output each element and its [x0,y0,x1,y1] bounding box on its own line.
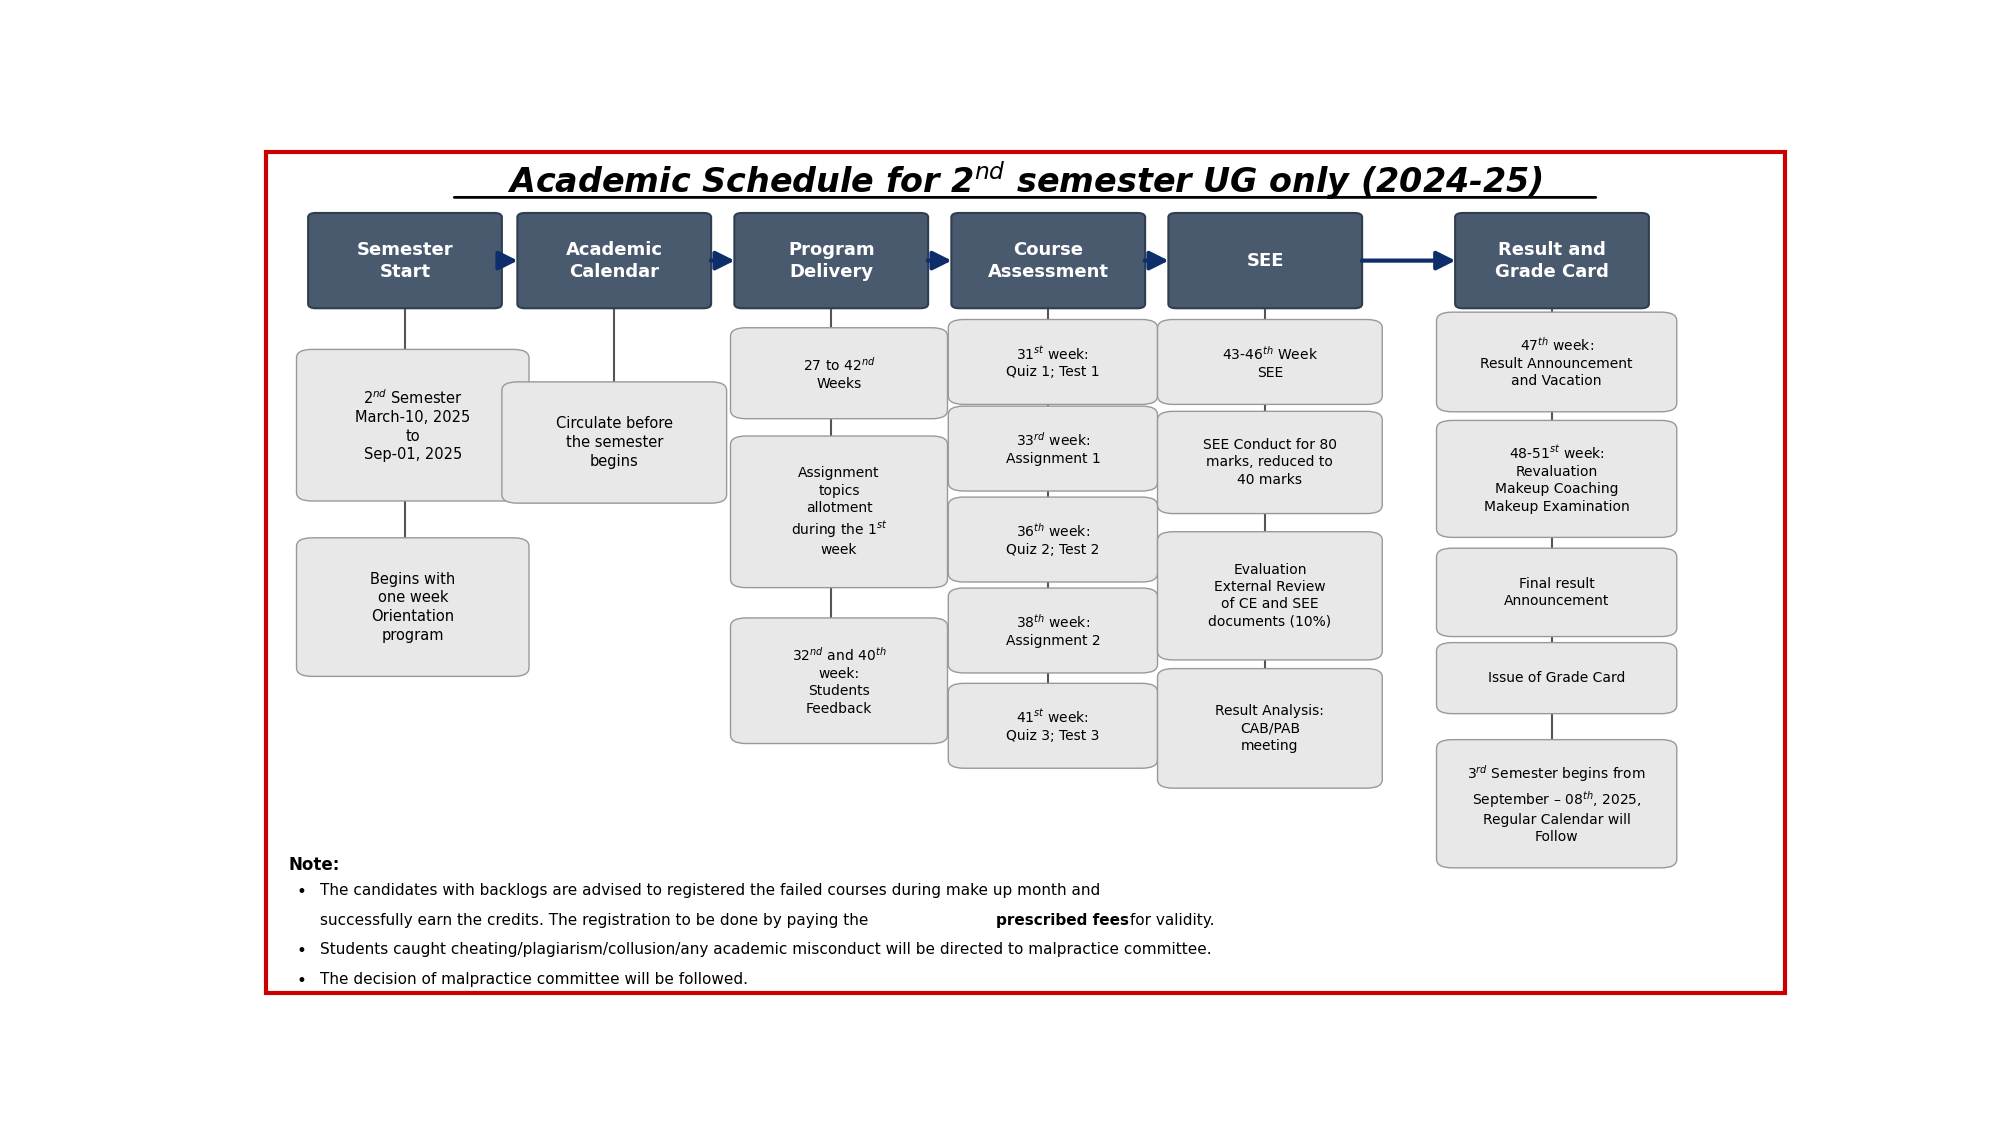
Text: The decision of malpractice committee will be followed.: The decision of malpractice committee wi… [320,972,748,987]
FancyBboxPatch shape [266,152,1784,992]
Text: for validity.: for validity. [1124,912,1214,928]
FancyBboxPatch shape [1456,213,1648,308]
Text: Begins with
one week
Orientation
program: Begins with one week Orientation program [370,572,456,642]
Text: 48-51$^{st}$ week:
Revaluation
Makeup Coaching
Makeup Examination: 48-51$^{st}$ week: Revaluation Makeup Co… [1484,444,1630,514]
Text: 36$^{th}$ week:
Quiz 2; Test 2: 36$^{th}$ week: Quiz 2; Test 2 [1006,522,1100,557]
FancyBboxPatch shape [948,497,1158,582]
Text: successfully earn the credits. The registration to be done by paying the: successfully earn the credits. The regis… [320,912,872,928]
Text: •: • [296,943,306,961]
Text: Evaluation
External Review
of CE and SEE
documents (10%): Evaluation External Review of CE and SEE… [1208,562,1332,629]
Text: Final result
Announcement: Final result Announcement [1504,577,1610,608]
Text: 47$^{th}$ week:
Result Announcement
and Vacation: 47$^{th}$ week: Result Announcement and … [1480,335,1632,388]
FancyBboxPatch shape [1436,548,1676,637]
FancyBboxPatch shape [296,538,528,676]
Text: 2$^{nd}$ Semester
March-​10, 2025
to
Sep-01, 2025: 2$^{nd}$ Semester March-​10, 2025 to Sep… [356,388,470,462]
FancyBboxPatch shape [730,436,948,587]
FancyBboxPatch shape [502,381,726,503]
Text: 41$^{st}$ week:
Quiz 3; Test 3: 41$^{st}$ week: Quiz 3; Test 3 [1006,709,1100,744]
FancyBboxPatch shape [1436,421,1676,538]
FancyBboxPatch shape [296,350,528,501]
FancyBboxPatch shape [734,213,928,308]
Text: Assignment
topics
allotment
during the 1$^{st}$
week: Assignment topics allotment during the 1… [790,466,888,557]
FancyBboxPatch shape [730,327,948,418]
Text: Academic Schedule for 2$^{nd}$ semester UG only (2024-25): Academic Schedule for 2$^{nd}$ semester … [508,160,1542,202]
Text: Result Analysis:
CAB/PAB
meeting: Result Analysis: CAB/PAB meeting [1216,704,1324,753]
FancyBboxPatch shape [308,213,502,308]
Text: Result and
Grade Card: Result and Grade Card [1496,241,1608,281]
Text: 27 to 42$^{nd}$
Weeks: 27 to 42$^{nd}$ Weeks [802,356,876,390]
Text: SEE: SEE [1246,252,1284,270]
FancyBboxPatch shape [730,618,948,744]
FancyBboxPatch shape [1158,319,1382,404]
Text: 3$^{rd}$ Semester begins from
September – 08$^{th}$, 2025,
Regular Calendar will: 3$^{rd}$ Semester begins from September … [1468,763,1646,844]
FancyBboxPatch shape [952,213,1146,308]
FancyBboxPatch shape [1168,213,1362,308]
FancyBboxPatch shape [1436,739,1676,867]
FancyBboxPatch shape [948,683,1158,768]
FancyBboxPatch shape [1158,412,1382,513]
Text: Issue of Grade Card: Issue of Grade Card [1488,672,1626,685]
FancyBboxPatch shape [948,588,1158,673]
Text: Program
Delivery: Program Delivery [788,241,874,281]
Text: SEE Conduct for 80
marks, reduced to
40 marks: SEE Conduct for 80 marks, reduced to 40 … [1202,438,1336,487]
FancyBboxPatch shape [948,319,1158,404]
FancyBboxPatch shape [1158,532,1382,660]
Text: Note:: Note: [288,856,340,874]
Text: prescribed fees: prescribed fees [996,912,1130,928]
Text: Students caught cheating/plagiarism/collusion/any academic misconduct will be di: Students caught cheating/plagiarism/coll… [320,943,1212,957]
Text: •: • [296,972,306,990]
Text: 43-46$^{th}$ Week
SEE: 43-46$^{th}$ Week SEE [1222,344,1318,379]
Text: 33$^{rd}$ week:
Assignment 1: 33$^{rd}$ week: Assignment 1 [1006,431,1100,466]
FancyBboxPatch shape [948,406,1158,490]
Text: Semester
Start: Semester Start [356,241,454,281]
Text: Circulate before
the semester
begins: Circulate before the semester begins [556,416,672,469]
FancyBboxPatch shape [518,213,712,308]
Text: 31$^{st}$ week:
Quiz 1; Test 1: 31$^{st}$ week: Quiz 1; Test 1 [1006,344,1100,379]
Text: Academic
Calendar: Academic Calendar [566,241,662,281]
FancyBboxPatch shape [1158,668,1382,789]
Text: •: • [296,883,306,901]
FancyBboxPatch shape [1436,642,1676,713]
Text: The candidates with backlogs are advised to registered the failed courses during: The candidates with backlogs are advised… [320,883,1100,899]
Text: 38$^{th}$ week:
Assignment 2: 38$^{th}$ week: Assignment 2 [1006,613,1100,648]
Text: Course
Assessment: Course Assessment [988,241,1108,281]
Text: 32$^{nd}$ and 40$^{th}$
week:
Students
Feedback: 32$^{nd}$ and 40$^{th}$ week: Students F… [792,646,886,716]
FancyBboxPatch shape [1436,312,1676,412]
